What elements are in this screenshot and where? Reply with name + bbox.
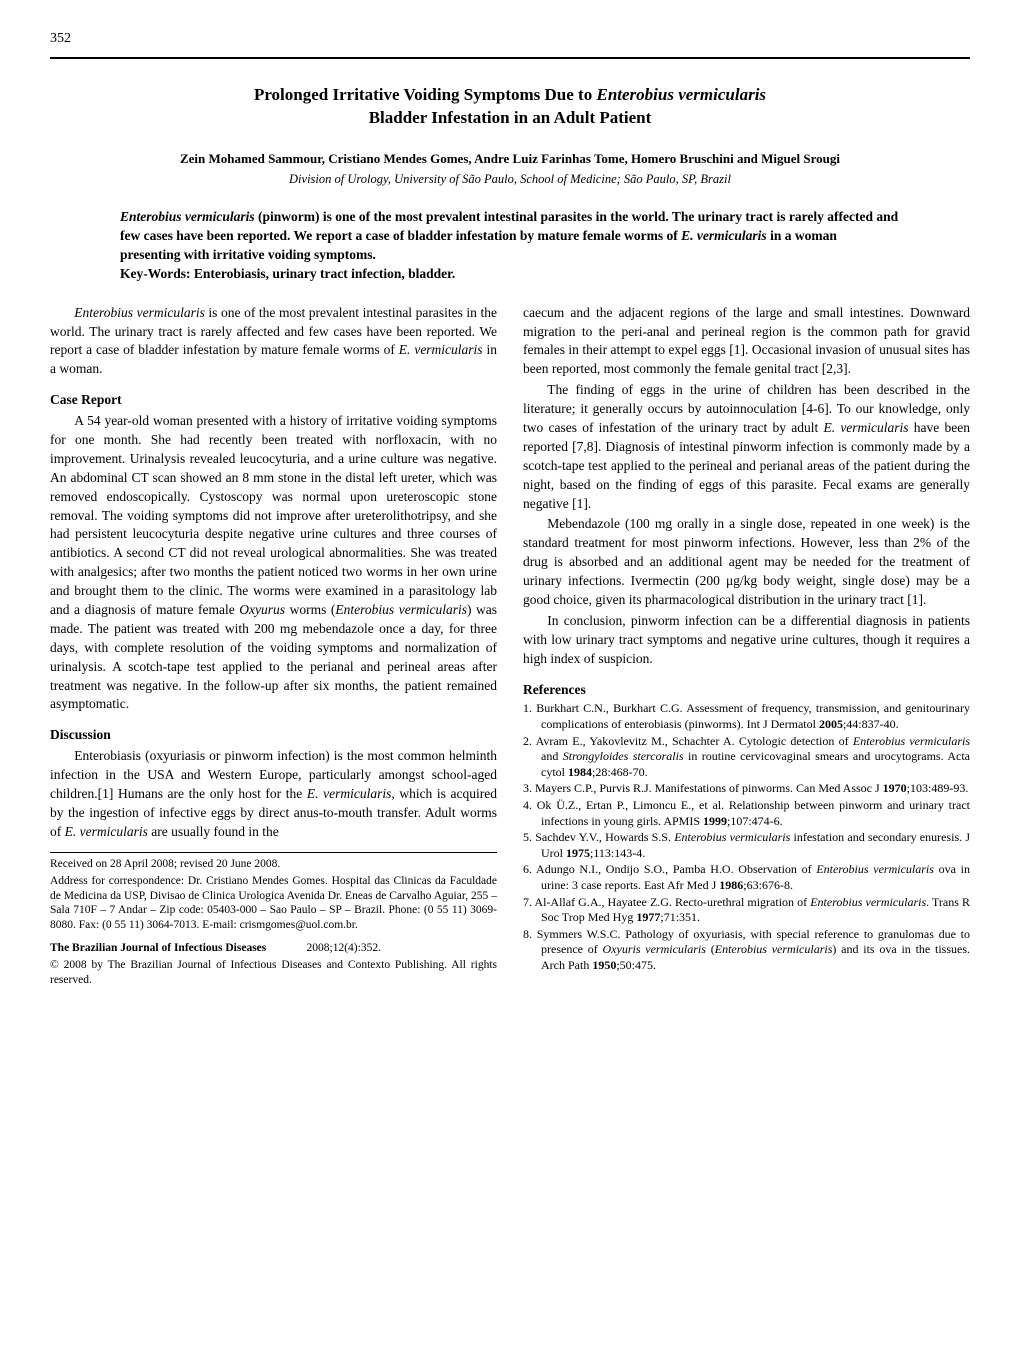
article-subtitle: Bladder Infestation in an Adult Patient	[50, 107, 970, 130]
abstract: Enterobius vermicularis (pinworm) is one…	[120, 208, 900, 284]
body-columns: Enterobius vermicularis is one of the mo…	[50, 304, 970, 989]
reference-item: 7. Al-Allaf G.A., Hayatee Z.G. Recto-ure…	[523, 895, 970, 926]
discussion-paragraph-2: The finding of eggs in the urine of chil…	[523, 381, 970, 513]
disc2-em: E. vermicularis	[823, 420, 908, 435]
title-species: Enterobius vermicularis	[596, 85, 766, 104]
reference-item: 1. Burkhart C.N., Burkhart C.G. Assessme…	[523, 701, 970, 732]
affiliation: Division of Urology, University of São P…	[50, 171, 970, 188]
footnote-journal: The Brazilian Journal of Infectious Dise…	[50, 941, 497, 956]
authors: Zein Mohamed Sammour, Cristiano Mendes G…	[50, 150, 970, 168]
intro-species2: E. vermicularis	[399, 342, 483, 357]
reference-item: 3. Mayers C.P., Purvis R.J. Manifestatio…	[523, 781, 970, 797]
header-rule	[50, 57, 970, 59]
case-text-c: ) was made. The patient was treated with…	[50, 602, 497, 711]
case-text-a: A 54 year-old woman presented with a his…	[50, 413, 497, 617]
abstract-species2: E. vermicularis	[681, 228, 767, 243]
disc-em1: E. vermicularis	[307, 786, 391, 801]
article-title: Prolonged Irritative Voiding Symptoms Du…	[50, 83, 970, 107]
discussion-paragraph-4: In conclusion, pinworm infection can be …	[523, 612, 970, 669]
discussion-continued: caecum and the adjacent regions of the l…	[523, 304, 970, 380]
title-part1: Prolonged Irritative Voiding Symptoms Du…	[254, 85, 597, 104]
page-number: 352	[50, 30, 970, 49]
reference-item: 5. Sachdev Y.V., Howards S.S. Enterobius…	[523, 830, 970, 861]
abstract-species1: Enterobius vermicularis	[120, 209, 255, 224]
disc-em2: E. vermicularis	[65, 824, 148, 839]
case-em2: Enterobius vermicularis	[335, 602, 467, 617]
case-report-paragraph: A 54 year-old woman presented with a his…	[50, 412, 497, 714]
footnote-copyright: © 2008 by The Brazilian Journal of Infec…	[50, 958, 497, 988]
footnote-journal-cite: 2008;12(4):352.	[307, 942, 381, 954]
footnote-block: Received on 28 April 2008; revised 20 Ju…	[50, 852, 497, 989]
reference-item: 4. Ok Ü.Z., Ertan P., Limoncu E., et al.…	[523, 798, 970, 829]
references-heading: References	[523, 681, 970, 700]
reference-item: 6. Adungo N.I., Ondijo S.O., Pamba H.O. …	[523, 862, 970, 893]
case-report-heading: Case Report	[50, 391, 497, 410]
disc-text-c: are usually found in the	[148, 824, 279, 839]
title-block: Prolonged Irritative Voiding Symptoms Du…	[50, 83, 970, 130]
intro-paragraph: Enterobius vermicularis is one of the mo…	[50, 304, 497, 380]
case-em1: Oxyurus	[239, 602, 285, 617]
discussion-paragraph-1: Enterobiasis (oxyuriasis or pinworm infe…	[50, 747, 497, 841]
footnote-received: Received on 28 April 2008; revised 20 Ju…	[50, 857, 497, 872]
reference-item: 2. Avram E., Yakovlevitz M., Schachter A…	[523, 734, 970, 781]
footnote-journal-name: The Brazilian Journal of Infectious Dise…	[50, 942, 266, 954]
keywords: Key-Words: Enterobiasis, urinary tract i…	[120, 266, 455, 281]
case-text-b: worms (	[285, 602, 335, 617]
reference-list: 1. Burkhart C.N., Burkhart C.G. Assessme…	[523, 701, 970, 973]
reference-item: 8. Symmers W.S.C. Pathology of oxyuriasi…	[523, 927, 970, 974]
footnote-rule	[50, 852, 497, 853]
discussion-paragraph-3: Mebendazole (100 mg orally in a single d…	[523, 515, 970, 609]
discussion-heading: Discussion	[50, 726, 497, 745]
intro-species1: Enterobius vermicularis	[74, 305, 205, 320]
footnote-address: Address for correspondence: Dr. Cristian…	[50, 874, 497, 934]
